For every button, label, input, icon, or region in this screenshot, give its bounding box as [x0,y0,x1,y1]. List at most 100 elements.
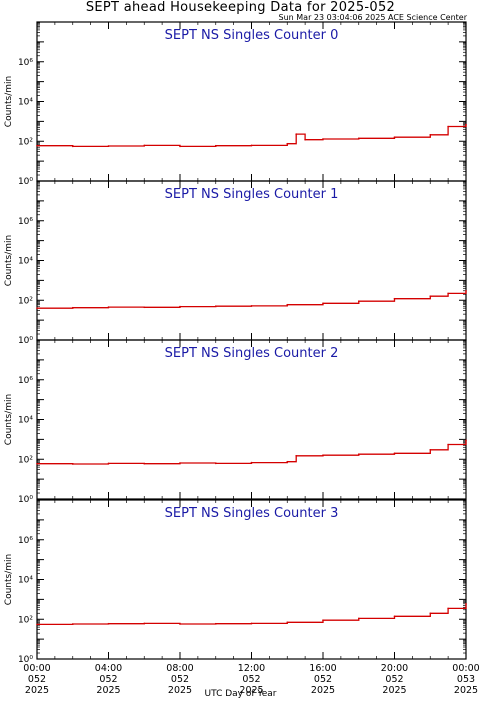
data-point [429,449,432,451]
data-point [143,462,146,465]
data-point [295,133,298,135]
x-tick-label: 052 [385,674,403,685]
page-title: SEPT ahead Housekeeping Data for 2025-05… [85,0,396,15]
data-point [250,622,253,625]
x-tick-label: 12:00 [238,663,265,674]
data-point [322,138,324,140]
data-point [447,125,449,128]
x-tick-label: 052 [28,674,46,685]
x-tick-label: 2025 [454,685,478,696]
data-point [250,461,253,464]
data-point [465,439,467,442]
data-point [36,462,38,465]
panel-3: 10⁰ 10² 10⁴ 10⁶ Counts/min SEPT NS Singles Co… [4,499,467,665]
data-point [215,462,217,465]
panel-title: SEPT NS Singles Counter 2 [165,346,339,361]
x-tick-label: 04:00 [95,663,122,674]
data-point [286,621,289,624]
data-point [393,136,396,138]
data-point [215,622,217,625]
data-point [322,454,324,457]
data-point [447,443,449,446]
panel-1: 10⁰ 10² 10⁴ 10⁶ Counts/min SEPT NS Singles Co… [4,180,467,346]
panel-title: SEPT NS Singles Counter 1 [165,187,339,202]
data-point [393,615,396,618]
data-point [286,142,289,145]
y-tick-label: 10⁶ [18,536,33,546]
data-point [429,295,432,298]
data-point [358,617,360,620]
y-tick-label: 10² [18,296,33,306]
data-point [36,623,38,626]
x-tick-label: 053 [457,674,475,685]
data-point [179,623,181,625]
x-tick-label: 2025 [382,685,406,696]
data-point [143,622,146,625]
x-tick-label: 052 [99,674,117,685]
y-tick-label: 10⁴ [18,416,33,426]
data-point [295,455,298,457]
x-tick-label: 052 [242,674,260,685]
data-point [429,612,432,615]
data-point [286,460,289,463]
data-point [36,144,38,147]
panel-title: SEPT NS Singles Counter 0 [165,28,339,43]
data-point [358,137,360,140]
y-axis-label: Counts/min [4,76,14,127]
data-point [429,134,432,136]
x-tick-label: 16:00 [309,663,336,674]
y-tick-label: 10⁰ [18,177,33,187]
data-point [447,607,449,610]
data-point [465,290,467,292]
x-tick-label: 20:00 [381,663,408,674]
y-tick-label: 10⁴ [18,576,33,586]
plot-frame [36,339,467,500]
y-tick-label: 10⁴ [18,257,33,267]
data-point [393,452,396,455]
data-point [304,138,306,141]
data-point [393,297,396,300]
y-tick-label: 10⁶ [18,217,33,227]
data-point [215,305,217,308]
data-point [72,623,74,625]
data-point [72,145,74,148]
y-axis-label: Counts/min [4,554,14,605]
y-tick-label: 10⁰ [18,655,33,665]
timestamp: Sun Mar 23 03:04:06 2025 ACE Science Cen… [278,13,468,22]
data-point [358,300,360,303]
series-line [37,290,467,309]
x-tick-label: 00:00 [23,663,50,674]
y-tick-label: 10² [18,137,33,147]
y-tick-label: 10⁰ [18,495,33,505]
plot-frame [36,499,467,660]
x-axis-label: UTC Day of Year [204,689,277,699]
data-point [358,453,360,456]
data-point [322,619,324,621]
data-point [107,622,110,625]
data-point [36,307,38,310]
y-tick-label: 10⁶ [18,58,33,68]
plot-frame [36,21,467,182]
data-point [107,462,110,465]
x-tick-label: 2025 [239,685,263,696]
y-tick-label: 10⁴ [18,98,33,108]
data-point [143,144,146,147]
data-point [179,305,181,308]
x-tick-label: 2025 [96,685,120,696]
data-point [465,123,467,126]
data-point [72,306,74,309]
data-point [250,305,253,307]
data-point [465,603,467,605]
x-tick-label: 052 [171,674,189,685]
data-point [107,306,110,308]
series-line [37,603,467,626]
x-tick-label: 08:00 [166,663,193,674]
x-tick-label: 2025 [25,685,49,696]
data-point [107,145,110,147]
panel-2: 10⁰ 10² 10⁴ 10⁶ Counts/min SEPT NS Singles Co… [4,339,467,505]
y-tick-label: 10² [18,615,33,625]
data-point [322,302,324,305]
data-point [286,303,289,306]
y-axis-label: Counts/min [4,235,14,286]
